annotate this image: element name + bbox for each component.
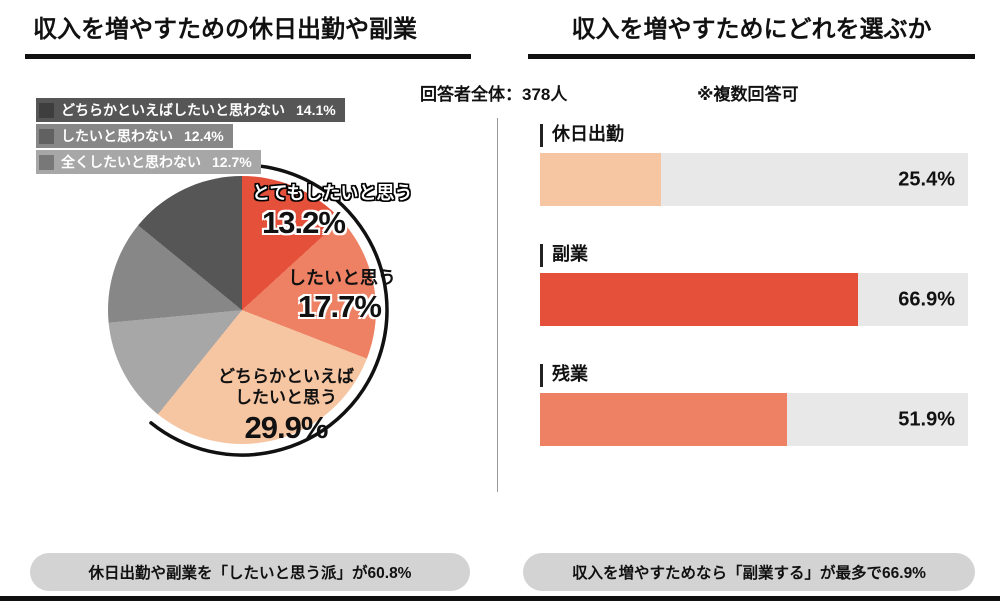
bar-value: 25.4% bbox=[898, 168, 955, 190]
bar-value: 66.9% bbox=[898, 288, 955, 310]
pie bbox=[108, 176, 376, 444]
bar-row-kyujitsu: 休日出勤 25.4% bbox=[540, 124, 968, 206]
bar-value: 51.9% bbox=[898, 408, 955, 430]
legend-value: 14.1% bbox=[296, 102, 336, 118]
legend-label: どちらかといえばしたいと思わない bbox=[61, 102, 285, 118]
bar-row-fukugyo: 副業 66.9% bbox=[540, 244, 968, 326]
pie-chart: とてもしたいと思う 13.2% したいと思う 17.7% どちらかといえば した… bbox=[82, 150, 413, 470]
legend-label: 全くしたいと思わない bbox=[61, 154, 201, 170]
bar-row-zangyo: 残業 51.9% bbox=[540, 364, 968, 446]
legend-item-mattaku-omowanai: 全くしたいと思わない 12.7% bbox=[36, 150, 261, 174]
bar-label: 副業 bbox=[540, 244, 968, 267]
left-chart-title: 収入を増やすための休日出勤や副業 bbox=[25, 12, 471, 59]
bar-fill bbox=[540, 153, 661, 206]
right-chart-title: 収入を増やすためにどれを選ぶか bbox=[528, 12, 975, 59]
legend-color-chip bbox=[39, 128, 54, 144]
bar-track: 51.9% bbox=[540, 393, 968, 446]
legend-color-chip bbox=[39, 154, 54, 170]
right-summary-caption: 収入を増やすためなら「副業する」が最多で66.9% bbox=[523, 553, 975, 591]
respondents-count: 回答者全体：378人 bbox=[420, 85, 568, 104]
pie-label-dochira-line2: したいと思う bbox=[235, 388, 337, 408]
left-summary-caption: 休日出勤や副業を「したいと思う派」が60.8% bbox=[30, 553, 470, 591]
pie-value-totemo: 13.2% bbox=[262, 205, 346, 240]
pie-value-dochira: 29.9% bbox=[244, 410, 329, 445]
bar-label: 休日出勤 bbox=[540, 124, 968, 147]
legend-value: 12.4% bbox=[184, 128, 224, 144]
bar-fill bbox=[540, 273, 859, 326]
pie-label-dochira-line1: どちらかといえば bbox=[218, 367, 354, 386]
legend-item-omowanai: したいと思わない 12.4% bbox=[36, 124, 233, 148]
legend-value: 12.7% bbox=[212, 154, 252, 170]
bar-label: 残業 bbox=[540, 364, 968, 387]
pie-highlight-arc-svg bbox=[149, 163, 389, 457]
pie-label-dochira: どちらかといえば したいと思う bbox=[200, 366, 372, 409]
legend-item-dochira-omowanai: どちらかといえばしたいと思わない 14.1% bbox=[36, 98, 345, 122]
panel-divider bbox=[497, 118, 498, 492]
legend-color-chip bbox=[39, 102, 54, 118]
pie-label-totemo: とてもしたいと思う bbox=[252, 183, 413, 203]
legend-label: したいと思わない bbox=[61, 128, 173, 144]
multiple-answers-note: ※複数回答可 bbox=[697, 85, 799, 104]
pie-value-shitai: 17.7% bbox=[298, 289, 382, 324]
bar-fill bbox=[540, 393, 787, 446]
bar-track: 25.4% bbox=[540, 153, 968, 206]
bar-track: 66.9% bbox=[540, 273, 968, 326]
pie-label-shitai: したいと思う bbox=[288, 268, 396, 288]
pie-highlight-arc bbox=[149, 163, 389, 457]
pie-legend: どちらかといえばしたいと思わない 14.1% したいと思わない 12.4% 全く… bbox=[36, 98, 345, 174]
